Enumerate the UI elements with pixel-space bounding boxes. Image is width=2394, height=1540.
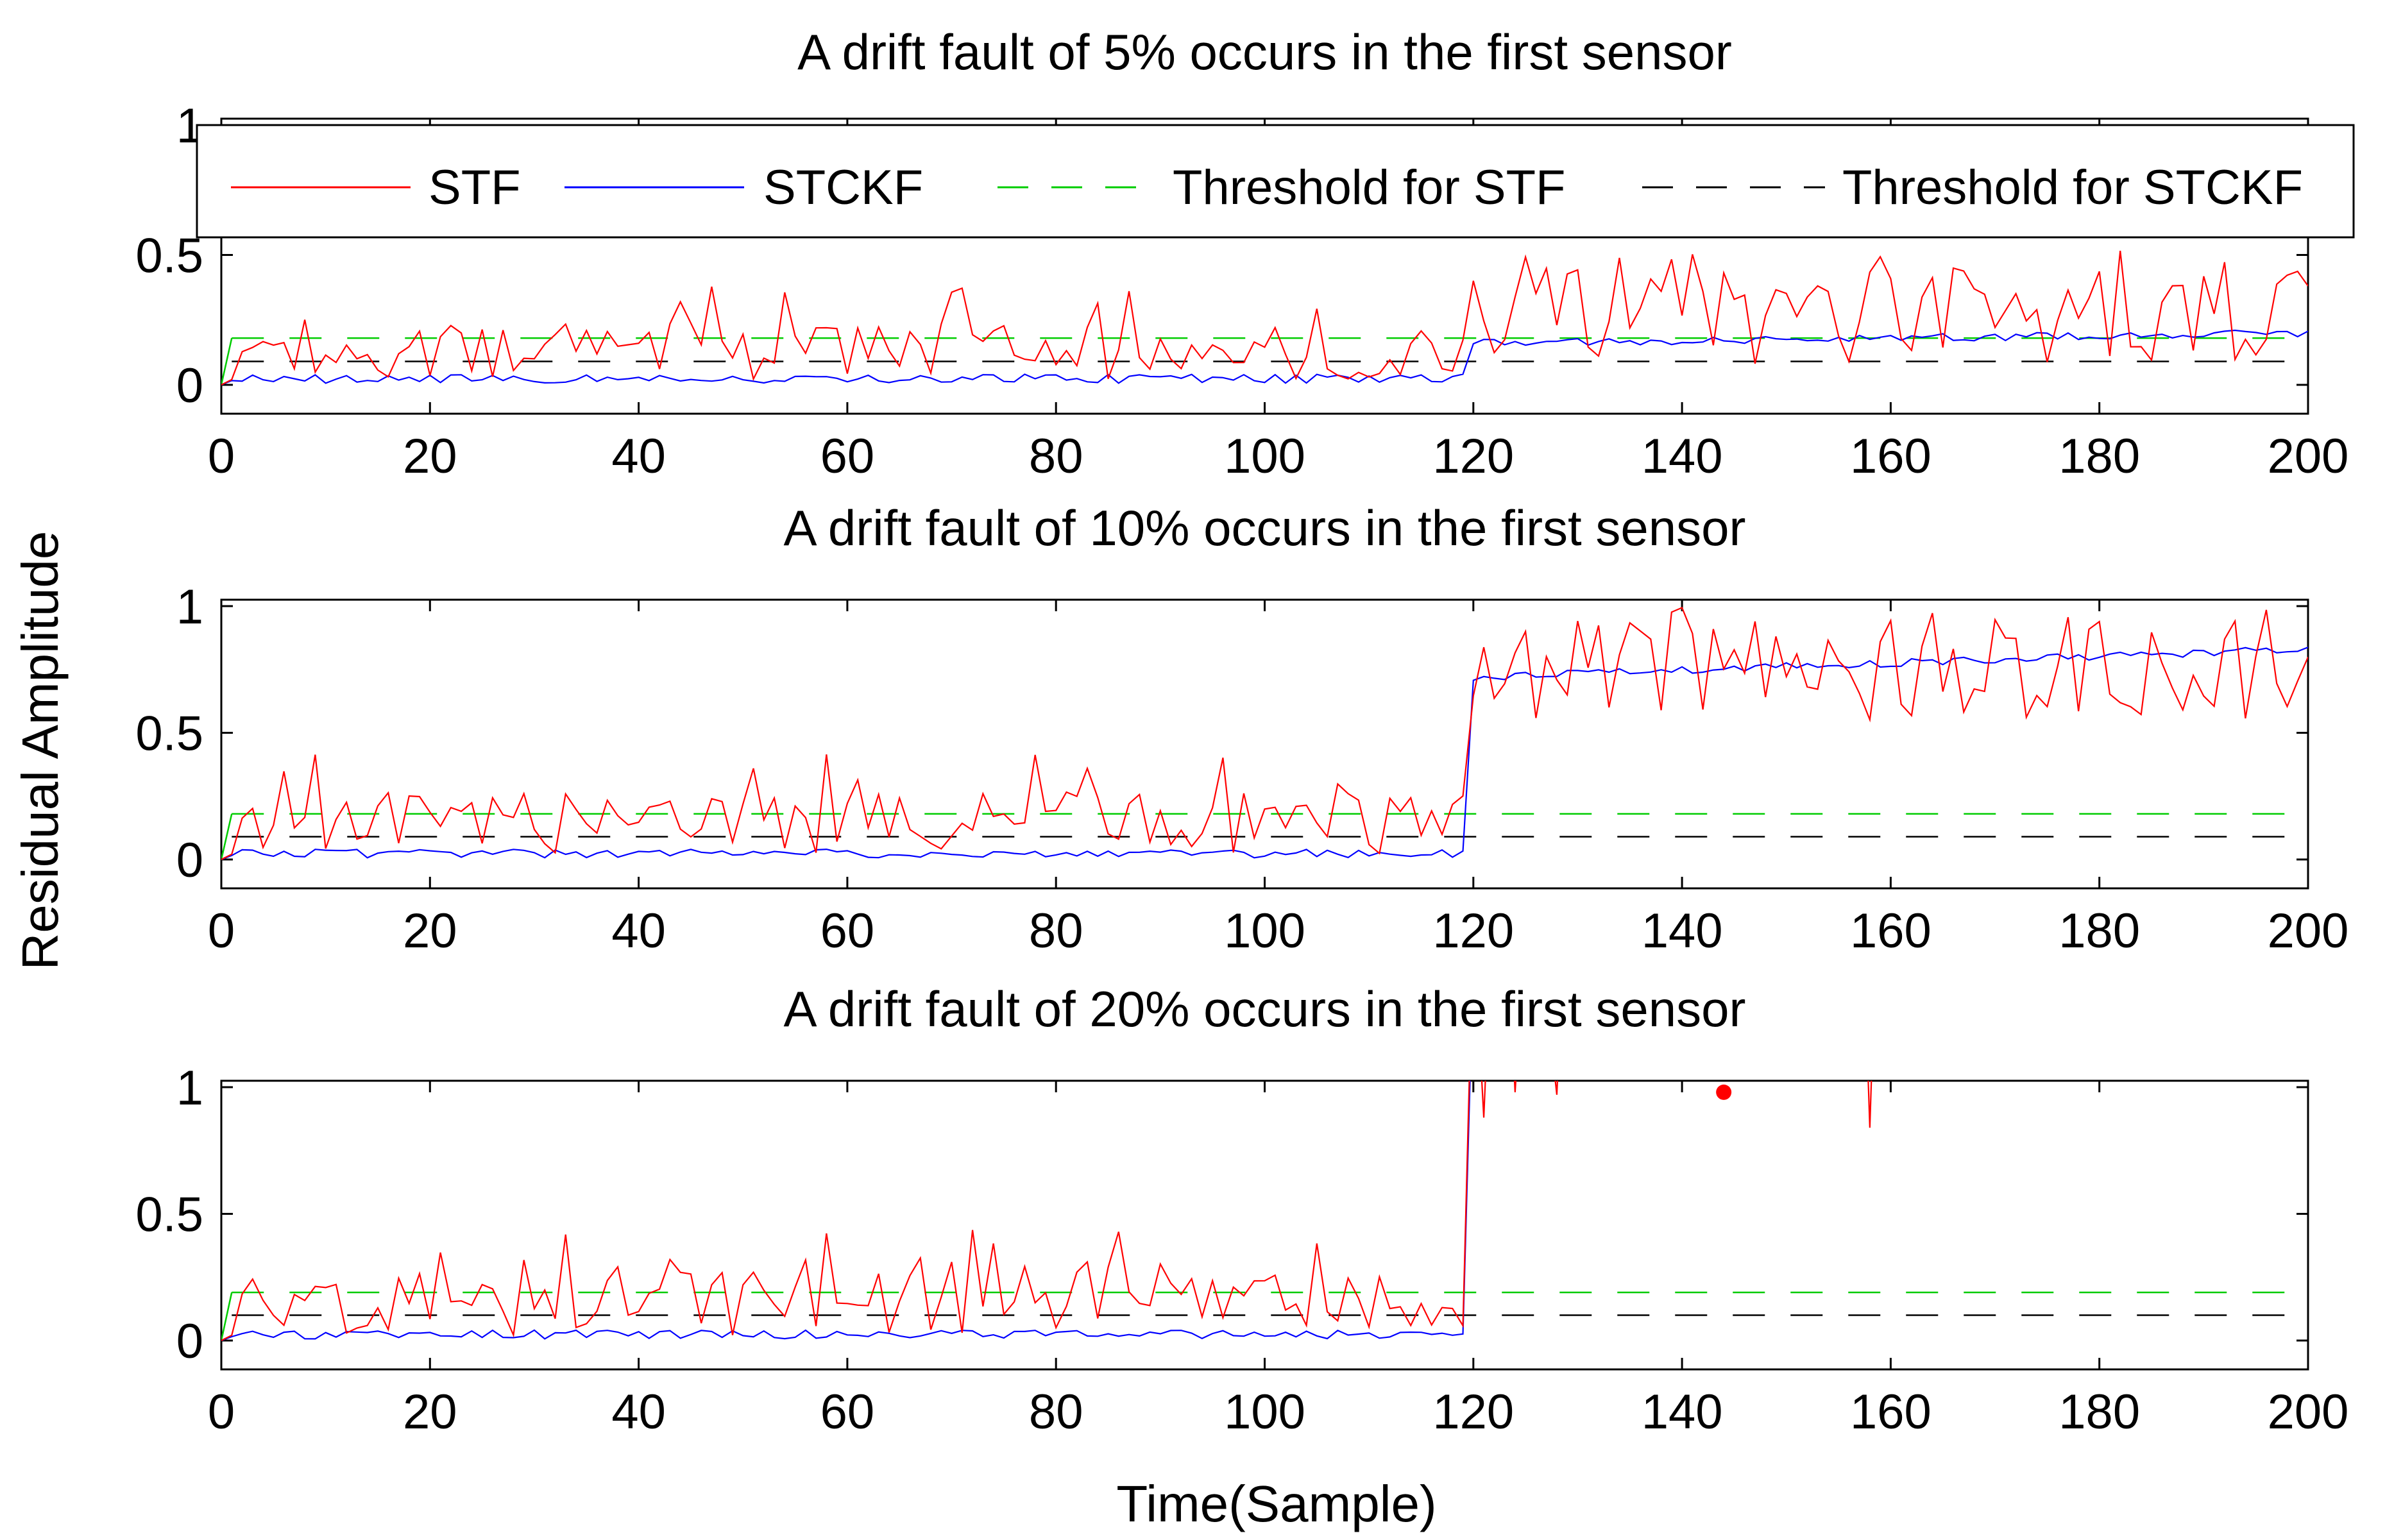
y-axis-label: Residual Amplitude: [12, 531, 69, 970]
x-tick-label: 60: [820, 429, 875, 484]
x-tick-label: 180: [2059, 1385, 2140, 1439]
x-tick-label: 40: [611, 429, 666, 484]
x-tick-label: 160: [1850, 1385, 1931, 1439]
x-tick-label: 0: [208, 1385, 235, 1439]
subplot-1-title: A drift fault of 5% occurs in the first …: [797, 24, 1732, 80]
legend-box: [196, 124, 2355, 239]
legend-label-threshold-stckf: Threshold for STCKF: [1842, 160, 2303, 215]
x-tick-label: 0: [208, 429, 235, 484]
x-tick-label: 100: [1224, 1385, 1305, 1439]
series-stf-line: [221, 1081, 1872, 1341]
x-tick-label: 40: [611, 904, 666, 958]
x-tick-label: 0: [208, 904, 235, 958]
threshold-stf-start: [221, 337, 233, 385]
annotation-marker: [1716, 1084, 1732, 1100]
subplot-3-axes-box: [220, 1079, 2309, 1371]
subplot-3: A drift fault of 20% occurs in the first…: [135, 981, 2349, 1439]
x-tick-label: 200: [2268, 904, 2349, 958]
x-tick-label: 20: [403, 429, 457, 484]
x-tick-label: 120: [1432, 904, 1514, 958]
threshold-stf-start: [221, 1292, 233, 1341]
x-tick-label: 120: [1432, 1385, 1514, 1439]
series-stf-line: [221, 606, 2308, 860]
subplot-3-plot-area: [221, 1081, 2308, 1342]
subplot-1-plot-area: [221, 250, 2308, 386]
y-tick-label: 0.5: [135, 1188, 203, 1242]
subplot-2-plot-area: [221, 606, 2308, 861]
y-tick-label: 0: [176, 359, 203, 413]
legend: STF STCKF Threshold for STF Threshold fo…: [196, 124, 2355, 239]
series-stckf-line: [221, 647, 2308, 861]
legend-label-stf: STF: [429, 160, 521, 215]
x-tick-label: 200: [2268, 1385, 2349, 1439]
x-tick-label: 80: [1029, 1385, 1083, 1439]
x-tick-label: 140: [1642, 904, 1723, 958]
legend-label-stckf: STCKF: [763, 160, 923, 215]
x-tick-label: 120: [1432, 429, 1514, 484]
x-tick-label: 180: [2059, 904, 2140, 958]
x-tick-label: 100: [1224, 429, 1305, 484]
x-tick-label: 160: [1850, 429, 1931, 484]
y-tick-label: 1: [176, 1061, 203, 1115]
x-tick-label: 80: [1029, 429, 1083, 484]
x-tick-label: 20: [403, 1385, 457, 1439]
x-tick-label: 100: [1224, 904, 1305, 958]
x-tick-label: 200: [2268, 429, 2349, 484]
x-tick-label: 40: [611, 1385, 666, 1439]
subplot-3-title: A drift fault of 20% occurs in the first…: [783, 981, 1745, 1037]
y-tick-label: 0: [176, 1314, 203, 1369]
y-tick-label: 0.5: [135, 707, 203, 761]
x-tick-label: 80: [1029, 904, 1083, 958]
x-tick-label: 180: [2059, 429, 2140, 484]
panels: A drift fault of 5% occurs in the first …: [135, 24, 2348, 1439]
legend-label-threshold-stf: Threshold for STF: [1173, 160, 1565, 215]
y-tick-label: 0.5: [135, 229, 203, 283]
x-tick-label: 20: [403, 904, 457, 958]
subplot-2-axes-box: [220, 598, 2309, 890]
x-tick-label: 160: [1850, 904, 1931, 958]
series-stckf-line: [221, 1081, 1471, 1342]
subplot-2-title: A drift fault of 10% occurs in the first…: [783, 500, 1745, 556]
threshold-stf-start: [221, 813, 233, 860]
x-tick-label: 140: [1642, 429, 1723, 484]
x-tick-label: 60: [820, 904, 875, 958]
y-tick-label: 1: [176, 580, 203, 634]
x-tick-label: 60: [820, 1385, 875, 1439]
subplot-2: A drift fault of 10% occurs in the first…: [135, 500, 2348, 958]
x-tick-label: 140: [1642, 1385, 1723, 1439]
series-stf-line: [221, 250, 2308, 385]
x-axis-label: Time(Sample): [1116, 1475, 1436, 1532]
series-stckf-line: [221, 329, 2308, 386]
y-tick-label: 0: [176, 833, 203, 888]
subplot-1: A drift fault of 5% occurs in the first …: [135, 24, 2348, 484]
